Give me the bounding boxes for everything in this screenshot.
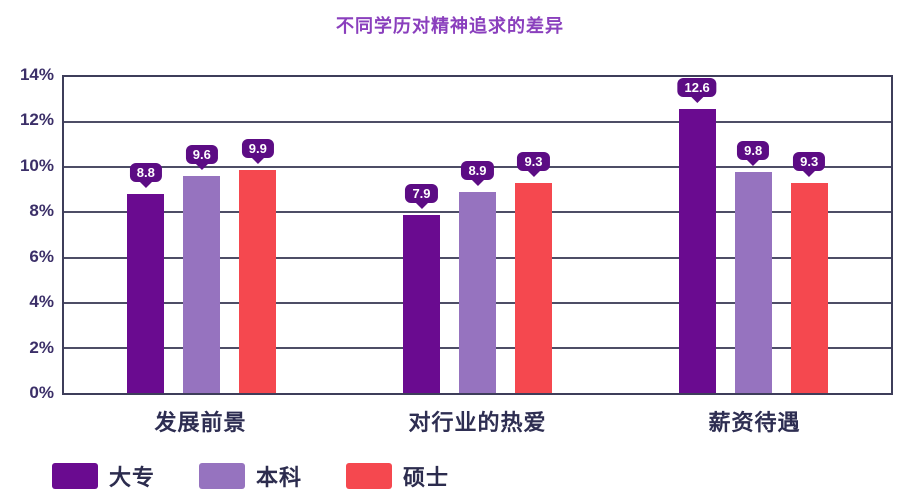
y-tick-label: 0% bbox=[29, 383, 54, 402]
bar-value-bubble: 9.9 bbox=[241, 138, 274, 158]
bar-series2-group1: 9.6 bbox=[183, 145, 221, 393]
x-category-label-3: 薪资待遇 bbox=[708, 410, 801, 435]
y-tick-label: 4% bbox=[29, 292, 54, 312]
y-tick-label: 14% bbox=[19, 65, 54, 84]
x-axis-labels: 发展前景 对行业的热爱 薪资待遇 bbox=[62, 405, 893, 437]
legend-swatch bbox=[199, 463, 246, 489]
legend-swatch bbox=[346, 463, 393, 489]
chart-title: 不同学历对精神追求的差异 bbox=[336, 16, 564, 36]
bar-series3-group1: 9.9 bbox=[239, 138, 277, 393]
legend-swatch bbox=[52, 463, 98, 489]
bar-series3-group3: 9.3 bbox=[790, 152, 828, 393]
bar-value-bubble: 9.6 bbox=[185, 145, 218, 165]
legend-label: 大专 bbox=[109, 465, 156, 490]
bar-group-3: 12.6 9.8 9.3 bbox=[677, 77, 828, 393]
gridline bbox=[64, 121, 891, 124]
bar-value-bubble: 12.6 bbox=[677, 77, 717, 97]
bar-series1-group2: 7.9 bbox=[402, 183, 440, 393]
bar-series2-group3: 9.8 bbox=[734, 140, 772, 393]
bar-group-1: 8.8 9.6 9.9 bbox=[127, 77, 277, 393]
y-tick-label: 2% bbox=[29, 337, 54, 357]
legend-label: 本科 bbox=[256, 465, 303, 490]
bar-group-2: 7.9 8.9 9.3 bbox=[402, 77, 552, 393]
y-tick-label: 6% bbox=[29, 246, 54, 266]
bar-series1-group1: 8.8 bbox=[127, 163, 165, 393]
bar-value-bubble: 7.9 bbox=[405, 183, 438, 203]
legend: 大专 本科 硕士 bbox=[52, 460, 449, 492]
x-category-label-1: 发展前景 bbox=[154, 410, 247, 435]
bar-value-bubble: 9.3 bbox=[517, 152, 550, 172]
bar-value-bubble: 9.8 bbox=[737, 140, 770, 160]
y-tick-label: 10% bbox=[19, 155, 54, 175]
bar-value-bubble: 9.3 bbox=[793, 152, 826, 172]
bar-series3-group2: 9.3 bbox=[514, 152, 552, 393]
y-tick-label: 8% bbox=[29, 201, 54, 221]
plot-area: 8.8 9.6 9.9 7.9 8.9 9.3 12.6 9.8 9.3 bbox=[62, 75, 893, 395]
legend-label: 硕士 bbox=[403, 465, 450, 490]
legend-item-3: 硕士 bbox=[346, 460, 449, 492]
y-axis-ticks: 14% 12% 10% 8% 6% 4% 2% 0% bbox=[0, 65, 54, 402]
bar-series1-group3: 12.6 bbox=[677, 77, 717, 393]
bar-value-bubble: 8.9 bbox=[461, 161, 494, 181]
bar-series2-group2: 8.9 bbox=[458, 161, 496, 393]
x-category-label-2: 对行业的热爱 bbox=[408, 410, 547, 435]
legend-item-1: 大专 bbox=[52, 460, 155, 492]
bar-value-bubble: 8.8 bbox=[129, 163, 162, 183]
legend-item-2: 本科 bbox=[199, 460, 302, 492]
y-tick-label: 12% bbox=[19, 110, 54, 130]
